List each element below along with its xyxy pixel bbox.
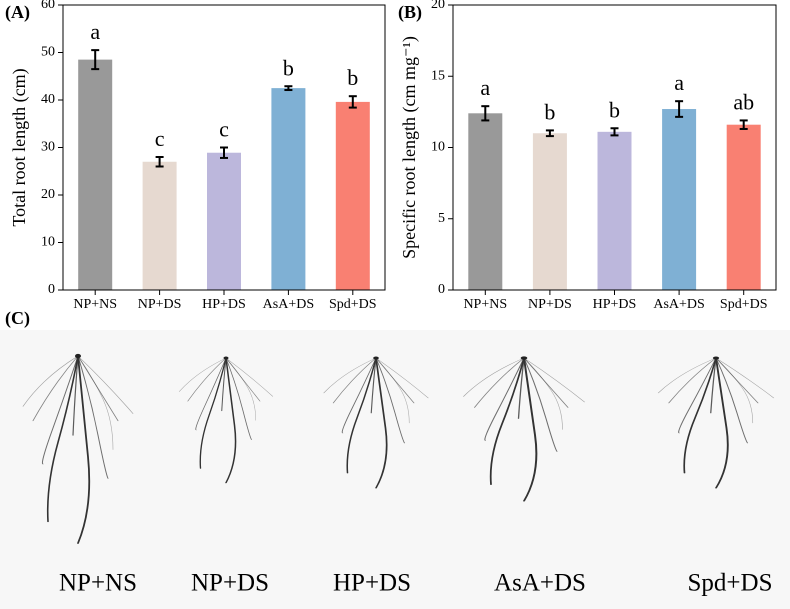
significance-letter: c: [155, 126, 165, 151]
x-tick-label: HP+DS: [593, 297, 637, 312]
y-tick-label: 50: [41, 45, 55, 60]
bar: [532, 133, 567, 290]
y-tick-label: 20: [41, 187, 55, 202]
significance-letter: b: [283, 55, 294, 80]
significance-letter: a: [90, 19, 100, 44]
y-tick-label: 5: [438, 211, 445, 226]
bar: [207, 152, 241, 290]
x-tick-label: AsA+DS: [653, 297, 704, 312]
significance-letter: b: [544, 99, 555, 124]
bar: [468, 113, 503, 290]
bar: [271, 88, 306, 290]
y-tick-label: 0: [48, 282, 55, 297]
y-tick-label: 0: [438, 282, 445, 297]
bar: [597, 131, 632, 290]
y-tick-label: 40: [41, 92, 55, 107]
bar: [78, 59, 113, 290]
y-tick-label: 60: [41, 0, 55, 12]
panel-label: (A): [5, 2, 30, 23]
bar: [335, 101, 370, 291]
y-axis-label: Total root length (cm): [9, 68, 30, 226]
y-tick-label: 15: [431, 68, 445, 83]
x-tick-label: NP+DS: [138, 297, 182, 312]
panel-label: (C): [5, 308, 30, 329]
x-tick-label: NP+NS: [73, 297, 117, 312]
significance-letter: c: [219, 117, 229, 142]
significance-letter: b: [609, 97, 620, 122]
panel-label: (B): [398, 2, 422, 23]
x-tick-label: NP+NS: [463, 297, 507, 312]
significance-letter: ab: [733, 89, 754, 114]
x-tick-label: Spd+DS: [329, 297, 377, 312]
x-tick-label: NP+DS: [528, 297, 572, 312]
bar: [726, 124, 761, 290]
y-tick-label: 10: [431, 140, 445, 155]
x-tick-label: Spd+DS: [720, 297, 768, 312]
x-tick-label: AsA+DS: [263, 297, 314, 312]
bar: [662, 109, 697, 291]
y-tick-label: 30: [41, 140, 55, 155]
bar: [142, 161, 177, 290]
y-tick-label: 10: [41, 235, 55, 250]
y-axis-label: Specific root length (cm mg⁻¹): [399, 36, 420, 259]
photo-background: [0, 330, 790, 609]
photo-label: AsA+DS: [494, 570, 586, 597]
x-tick-label: HP+DS: [202, 297, 246, 312]
photo-label: NP+DS: [191, 570, 269, 597]
significance-letter: a: [674, 70, 684, 95]
plot-frame: [62, 4, 386, 291]
photo-label: HP+DS: [333, 570, 411, 597]
plot-frame: [452, 4, 777, 291]
photo-label: Spd+DS: [688, 570, 773, 597]
significance-letter: a: [480, 75, 490, 100]
y-tick-label: 20: [431, 0, 445, 12]
photo-label: NP+NS: [59, 570, 137, 597]
significance-letter: b: [347, 65, 358, 90]
